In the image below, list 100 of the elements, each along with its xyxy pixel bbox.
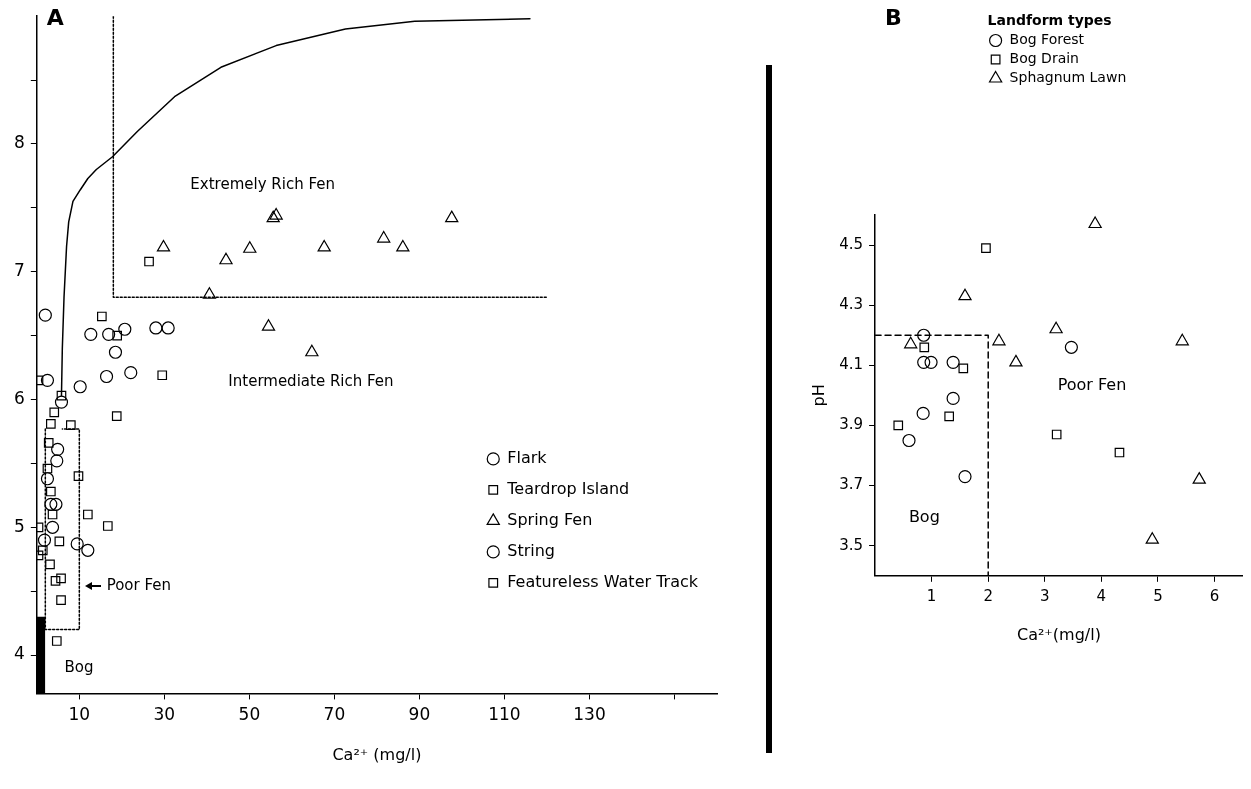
point — [46, 486, 56, 497]
chart-title: A — [46, 4, 64, 30]
point — [65, 420, 76, 430]
y-tick-label: 4.3 — [839, 295, 864, 314]
point — [111, 411, 122, 421]
x-tick-label: 110 — [488, 704, 521, 725]
point — [37, 533, 52, 547]
point — [51, 636, 62, 646]
point — [1088, 216, 1102, 229]
point — [1175, 333, 1189, 346]
y-tick-label: 3.9 — [839, 415, 864, 434]
point — [919, 342, 930, 353]
point — [305, 344, 319, 357]
point — [893, 420, 904, 431]
point — [219, 252, 233, 265]
point — [1049, 321, 1063, 334]
point — [992, 333, 1006, 346]
point — [377, 230, 391, 243]
point — [38, 308, 52, 322]
x-tick-label: 10 — [68, 704, 91, 725]
point — [82, 509, 93, 520]
y-tick-label: 7 — [13, 260, 25, 281]
point — [317, 239, 331, 252]
point — [102, 327, 116, 341]
point — [43, 438, 54, 448]
point — [396, 239, 410, 252]
legend-label: Teardrop Island — [506, 479, 630, 499]
x-tick-label: 50 — [238, 704, 261, 725]
x-tick-label: 70 — [323, 704, 346, 725]
annotation: Bog — [64, 657, 94, 676]
point — [917, 328, 931, 342]
point — [958, 363, 969, 374]
point — [261, 319, 276, 331]
point — [944, 411, 955, 422]
point — [97, 311, 107, 322]
point — [51, 442, 65, 456]
x-tick-label: 90 — [408, 704, 431, 725]
point — [45, 520, 60, 534]
point — [37, 545, 48, 556]
annotation: Poor Fen — [1057, 375, 1127, 395]
annotation: Poor Fen — [106, 575, 172, 594]
point — [45, 559, 55, 570]
point — [40, 373, 55, 387]
point — [70, 537, 84, 551]
point — [112, 330, 123, 341]
point — [73, 380, 87, 394]
point — [946, 355, 960, 369]
point — [157, 370, 168, 381]
legend-label: Bog Drain — [1009, 50, 1079, 67]
legend-label: Bog Forest — [1009, 31, 1085, 48]
point — [1114, 447, 1125, 458]
legend-label: Featureless Water Track — [507, 572, 699, 592]
point — [47, 509, 58, 520]
x-tick-label: 3 — [1040, 586, 1050, 605]
point — [904, 336, 918, 349]
point — [981, 243, 991, 253]
point — [84, 327, 98, 341]
point — [202, 287, 217, 299]
point — [54, 536, 65, 547]
legend-label: Sphagnum Lawn — [1009, 69, 1127, 86]
point — [49, 497, 63, 511]
point — [56, 595, 66, 605]
point — [149, 321, 163, 335]
point — [44, 497, 58, 511]
x-tick-label: 130 — [573, 704, 606, 725]
x-tick-label: 6 — [1209, 586, 1220, 605]
y-tick-label: 4.5 — [839, 234, 864, 253]
point — [1009, 354, 1023, 367]
point — [50, 454, 64, 468]
legend-label: String — [507, 541, 555, 561]
x-tick-label: 2 — [983, 586, 993, 605]
legend-label: Spring Fen — [507, 510, 593, 530]
point — [50, 576, 61, 586]
annotation: Bog — [908, 507, 940, 527]
point — [54, 395, 69, 409]
point — [81, 543, 95, 557]
point — [108, 345, 123, 359]
y-tick-label: 3.7 — [839, 475, 864, 494]
point — [40, 472, 55, 486]
point — [917, 355, 931, 369]
point — [958, 469, 972, 484]
point — [124, 366, 138, 380]
y-tick-label: 6 — [13, 387, 25, 408]
y-axis-title: pH — [808, 384, 828, 407]
point — [144, 256, 154, 267]
point — [924, 355, 938, 369]
point — [73, 471, 84, 482]
point — [243, 241, 257, 253]
point — [1064, 340, 1078, 354]
annotation: Intermediate Rich Fen — [228, 371, 394, 390]
point — [102, 521, 113, 531]
x-tick-label: 5 — [1153, 586, 1163, 605]
y-tick-label: 4.1 — [839, 355, 864, 374]
y-tick-label: 3.5 — [839, 535, 864, 554]
y-tick-label: 4 — [13, 643, 25, 664]
point — [445, 210, 459, 223]
point — [161, 321, 175, 335]
x-tick-label: 1 — [926, 586, 937, 605]
point — [56, 390, 67, 401]
y-tick-label: 5 — [13, 515, 25, 536]
